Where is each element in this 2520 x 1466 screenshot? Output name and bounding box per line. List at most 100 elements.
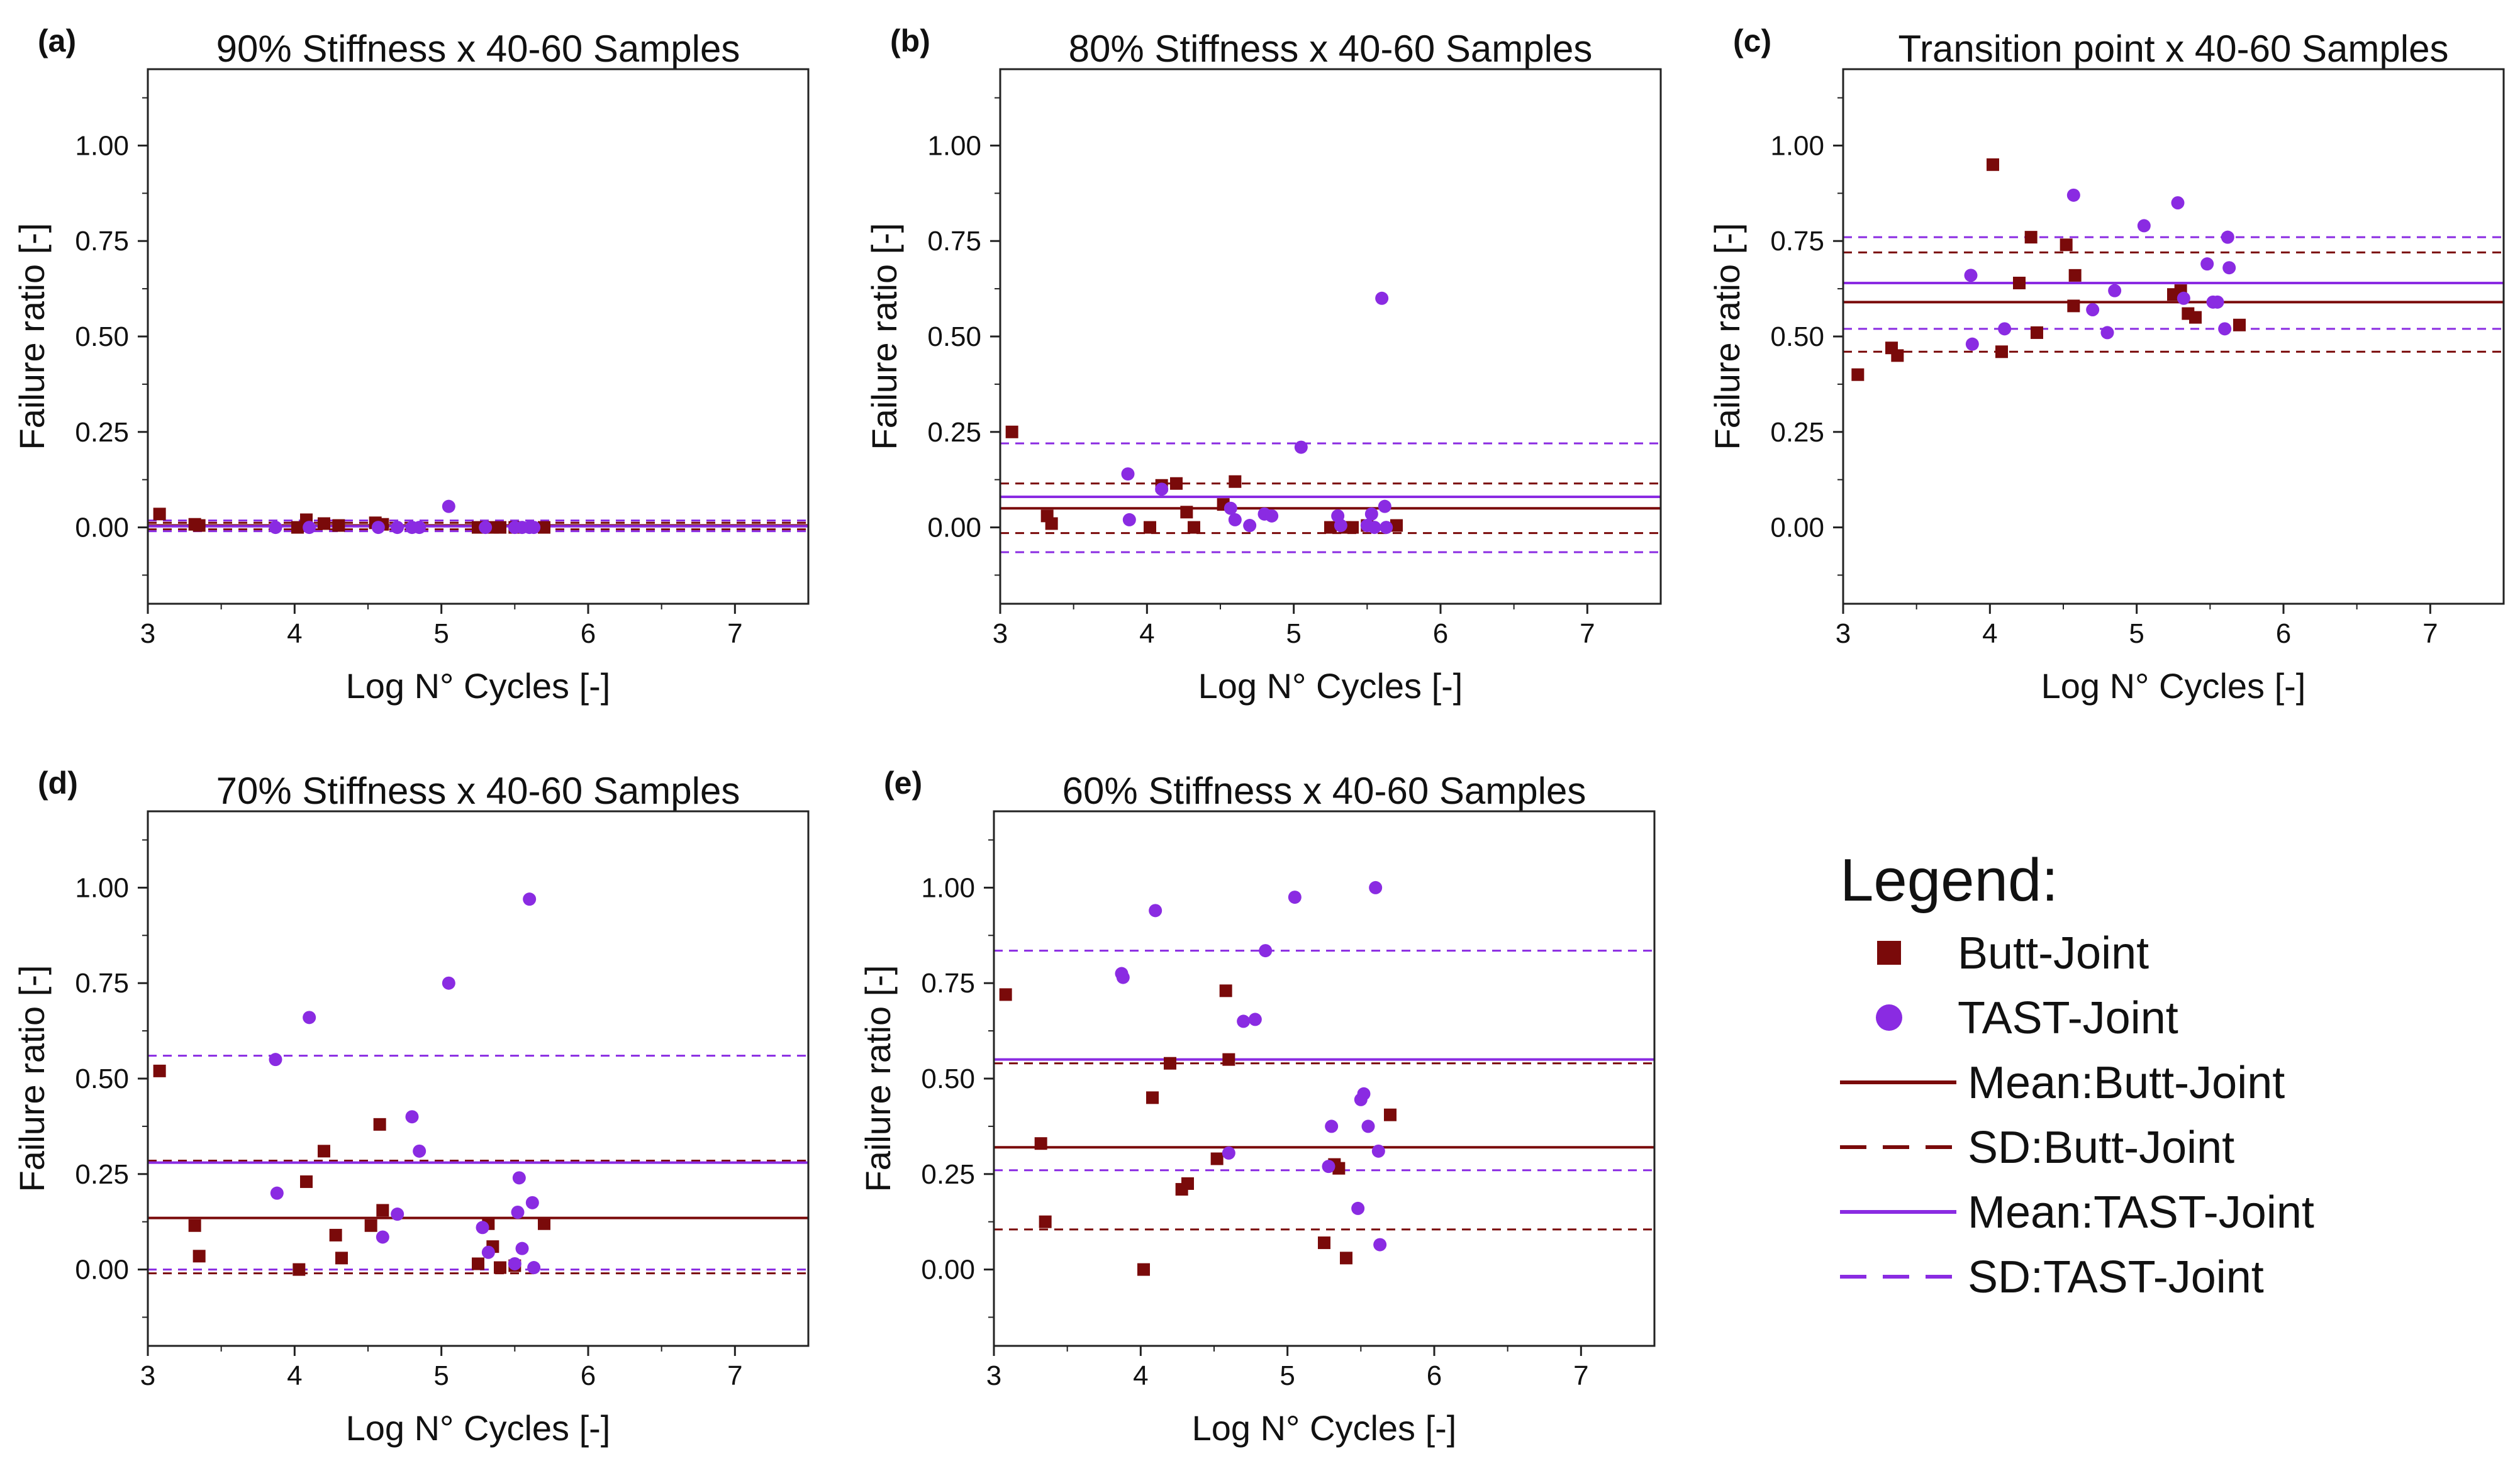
data-point-butt-joint (1039, 1215, 1052, 1228)
data-point-butt-joint (376, 1204, 389, 1217)
data-point-tast-joint (476, 1221, 489, 1235)
data-point-tast-joint (269, 1053, 282, 1067)
data-point-tast-joint (2222, 261, 2236, 275)
data-point-butt-joint (472, 1257, 484, 1270)
legend-marker-circle (1876, 1004, 1902, 1031)
legend-item-sd-tast-joint: SD:TAST-Joint (1840, 1252, 2264, 1302)
data-point-tast-joint (1237, 1014, 1251, 1028)
data-point-butt-joint (2060, 238, 2073, 252)
legend-item-sd-butt-joint: SD:Butt-Joint (1840, 1123, 2234, 1173)
y-axis: 0.00 0.25 0.50 0.75 1.00 (921, 839, 994, 1318)
y-tick-label: 0.50 (927, 321, 981, 352)
data-point-tast-joint (413, 1144, 427, 1158)
y-tick-label: 0.25 (927, 417, 981, 448)
y-tick-label: 0.75 (75, 226, 129, 257)
x-tick-label: 7 (1573, 1360, 1588, 1391)
y-tick-label: 0.50 (921, 1063, 975, 1094)
x-axis: 3 4 5 6 7 (140, 1346, 743, 1391)
data-point-tast-joint (527, 521, 541, 535)
data-point-butt-joint (2013, 277, 2026, 289)
data-point-tast-joint (523, 892, 537, 906)
reference-lines (994, 950, 1654, 1231)
data-point-butt-joint (153, 508, 166, 521)
data-point-tast-joint (1964, 269, 1978, 282)
x-axis-label: Log N° Cycles [-] (1192, 1408, 1457, 1448)
x-tick-label: 3 (140, 618, 155, 649)
data-point-butt-joint (318, 1145, 330, 1158)
data-point-tast-joint (1248, 1013, 1262, 1026)
data-point-butt-joint (1851, 368, 1865, 381)
data-point-tast-joint (405, 1110, 419, 1124)
data-point-tast-joint (1334, 519, 1347, 533)
data-point-tast-joint (2100, 326, 2114, 340)
data-point-tast-joint (1357, 1087, 1371, 1101)
reference-lines (148, 1055, 808, 1275)
data-point-tast-joint (1368, 521, 1381, 535)
data-point-butt-joint (300, 1175, 313, 1188)
data-point-tast-joint (1322, 1160, 1335, 1174)
y-axis-label: Failure ratio [-] (864, 223, 904, 450)
panel-label: (e) (884, 765, 922, 801)
data-point-tast-joint (1265, 509, 1279, 523)
y-tick-label: 1.00 (75, 130, 129, 161)
data-point-tast-joint (1294, 440, 1308, 454)
data-point-butt-joint (1891, 349, 1904, 362)
data-point-tast-joint (1351, 1201, 1365, 1215)
data-point-tast-joint (2171, 196, 2185, 209)
x-tick-label: 5 (2129, 618, 2144, 649)
x-axis-label: Log N° Cycles [-] (346, 666, 611, 706)
chart-title: 80% Stiffness x 40-60 Samples (1069, 28, 1593, 70)
x-tick-label: 7 (1580, 618, 1595, 649)
chart-title: 60% Stiffness x 40-60 Samples (1062, 770, 1586, 812)
data-point-tast-joint (1998, 322, 2012, 336)
y-tick-label: 0.75 (1770, 226, 1824, 257)
data-point-tast-joint (270, 1186, 284, 1200)
plot-frame (993, 810, 1656, 1347)
data-point-butt-joint (494, 1261, 506, 1274)
data-point-butt-joint (1219, 984, 1232, 997)
data-point-tast-joint (1224, 501, 1237, 515)
y-tick-label: 0.50 (75, 1063, 129, 1094)
reference-lines (1000, 442, 1661, 553)
data-point-tast-joint (1259, 944, 1273, 958)
data-point-tast-joint (2218, 322, 2232, 336)
legend-label: Mean:TAST-Joint (1968, 1187, 2314, 1238)
data-point-butt-joint (318, 517, 330, 530)
data-point-tast-joint (2066, 188, 2080, 202)
data-point-butt-joint (1005, 425, 1018, 438)
y-tick-label: 1.00 (75, 872, 129, 903)
data-point-butt-joint (1229, 475, 1242, 488)
x-tick-label: 6 (1433, 618, 1448, 649)
data-point-tast-joint (2108, 284, 2122, 297)
data-point-tast-joint (391, 521, 404, 535)
data-point-butt-joint (1346, 521, 1359, 534)
chart-panel-a: (a) 90% Stiffness x 40-60 Samples 3 4 5 6 7 0.0… (12, 23, 810, 706)
panel-label: (a) (38, 23, 76, 58)
x-tick-label: 7 (727, 1360, 742, 1391)
legend-label: TAST-Joint (1958, 993, 2178, 1043)
legend: Legend: Butt-Joint TAST-Joint Mean:Butt-Joi… (1840, 847, 2314, 1302)
data-point-tast-joint (527, 1261, 541, 1275)
data-point-tast-joint (1288, 891, 1302, 904)
data-point-butt-joint (1987, 158, 1999, 171)
y-axis: 0.00 0.25 0.50 0.75 1.00 (927, 97, 1000, 576)
y-tick-label: 0.00 (75, 1255, 129, 1286)
x-tick-label: 4 (1133, 1360, 1148, 1391)
y-tick-label: 0.50 (1770, 321, 1824, 352)
legend-label: Mean:Butt-Joint (1968, 1058, 2285, 1108)
data-point-butt-joint (999, 988, 1012, 1001)
x-axis: 3 4 5 6 7 (1836, 604, 2438, 649)
y-tick-label: 0.75 (921, 968, 975, 999)
data-point-tast-joint (442, 499, 455, 513)
panel-label: (b) (890, 23, 930, 58)
y-tick-label: 0.75 (75, 968, 129, 999)
data-point-tast-joint (1364, 507, 1378, 521)
data-point-tast-joint (2211, 295, 2224, 309)
x-tick-label: 6 (1427, 1360, 1442, 1391)
data-point-tast-joint (1243, 519, 1257, 533)
y-tick-label: 0.25 (921, 1159, 975, 1190)
chart-panel-b: (b) 80% Stiffness x 40-60 Samples 3 4 5 6 7 0.0… (864, 23, 1662, 706)
data-point-tast-joint (508, 1257, 521, 1270)
data-point-butt-joint (1390, 519, 1403, 532)
